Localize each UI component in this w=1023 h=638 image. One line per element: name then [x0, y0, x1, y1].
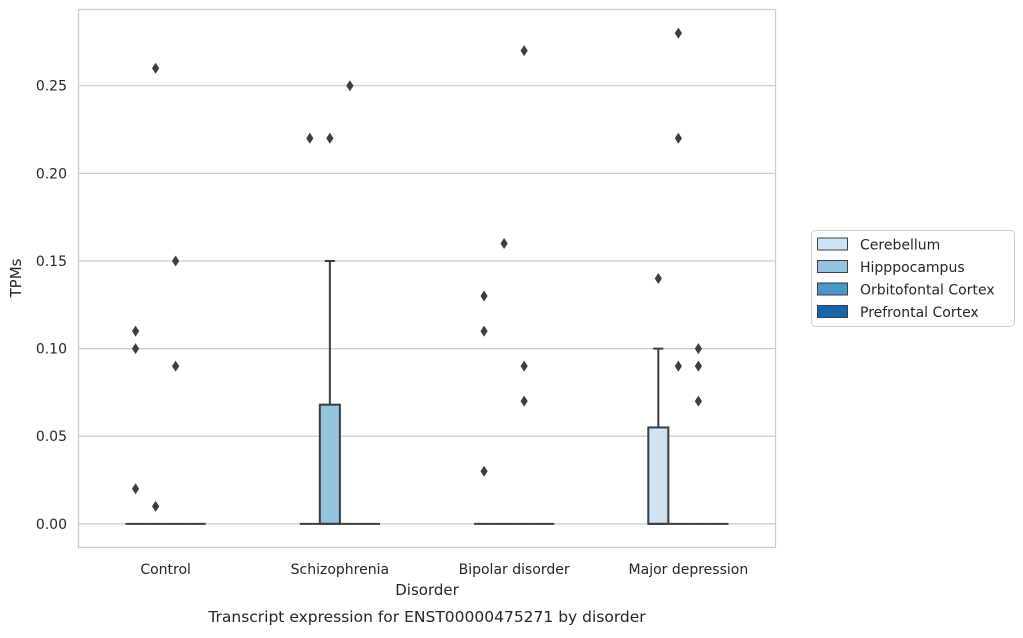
legend-label: Orbitofontal Cortex [860, 283, 995, 299]
outlier-point [674, 360, 682, 372]
outlier-point [694, 360, 702, 372]
box-layer [125, 27, 729, 525]
outlier-point [152, 500, 160, 512]
y-tick-label: 0.15 [36, 254, 67, 270]
box-group [125, 325, 146, 525]
box-group [647, 273, 670, 525]
legend-label: Hipppocampus [860, 260, 965, 276]
x-tick-label: Control [140, 562, 191, 578]
outlier-point [480, 290, 488, 302]
legend-swatch [817, 282, 848, 296]
x-tick-label: Schizophrenia [291, 562, 389, 578]
tick-layer: 0.00 0.05 0.10 0.15 0.20 0.25 Control Schizophr… [36, 79, 748, 578]
outlier-point [172, 255, 180, 267]
outlier-point [326, 132, 334, 144]
y-tick-label: 0.10 [36, 342, 67, 358]
outlier-point [131, 343, 140, 355]
outlier-point [520, 360, 528, 372]
box-group [474, 290, 495, 525]
y-axis-label: TPMs [7, 258, 25, 298]
outlier-point [172, 360, 180, 372]
outlier-point [346, 80, 354, 92]
outlier-point [520, 395, 528, 407]
box-group [514, 45, 535, 525]
box-group [299, 132, 320, 525]
outlier-point [480, 325, 488, 337]
outlier-point [480, 465, 488, 477]
box-group [145, 62, 166, 525]
outlier-point [694, 343, 702, 355]
x-tick-label: Major depression [629, 562, 749, 578]
y-tick-label: 0.00 [36, 517, 67, 533]
box-group [688, 343, 709, 525]
outlier-point [674, 27, 682, 39]
box-group [339, 80, 360, 525]
outlier-point [674, 132, 682, 144]
plot-frame [77, 8, 777, 549]
legend-swatch [817, 260, 848, 273]
x-tick-label: Bipolar disorder [459, 562, 570, 578]
legend-swatch [817, 237, 848, 251]
box [318, 403, 341, 525]
outlier-point [520, 45, 528, 57]
outlier-point [500, 237, 508, 249]
box-group [494, 237, 515, 525]
box-group [318, 132, 341, 525]
legend: Cerebellum Hipppocampus Orbitofontal Corte… [811, 230, 1015, 327]
outlier-point [131, 325, 140, 337]
outlier-point [654, 273, 662, 284]
legend-swatch [817, 305, 848, 318]
chart-caption: Transcript expression for ENST0000047527… [207, 608, 646, 626]
grid-layer [78, 85, 776, 525]
box-group [668, 27, 689, 525]
legend-label: Prefrontal Cortex [860, 305, 979, 321]
y-tick-label: 0.20 [36, 166, 67, 182]
legend-frame [811, 230, 1015, 327]
y-tick-label: 0.05 [36, 429, 67, 445]
box [647, 426, 670, 525]
outlier-point [306, 132, 314, 144]
legend-label: Cerebellum [860, 238, 940, 254]
outlier-point [694, 395, 702, 407]
outlier-point [152, 62, 160, 74]
x-axis-label: Disorder [395, 581, 459, 599]
box-group [165, 255, 186, 525]
y-tick-label: 0.25 [36, 79, 67, 95]
outlier-point [131, 483, 140, 495]
